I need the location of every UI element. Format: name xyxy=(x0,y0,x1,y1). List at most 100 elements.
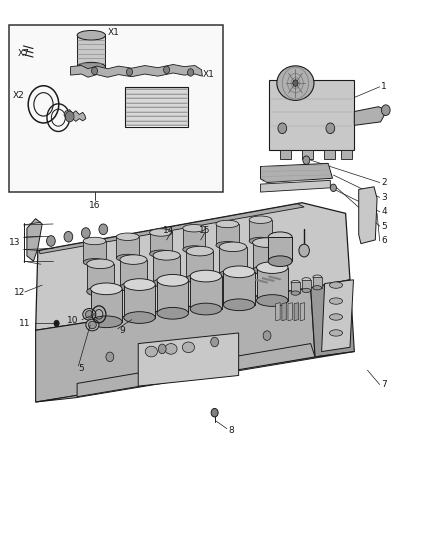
Circle shape xyxy=(293,80,298,86)
Text: 12: 12 xyxy=(14,287,25,296)
Polygon shape xyxy=(219,247,247,274)
Polygon shape xyxy=(302,150,313,159)
Polygon shape xyxy=(354,107,387,125)
Text: X1: X1 xyxy=(203,70,215,78)
Ellipse shape xyxy=(124,279,155,290)
Polygon shape xyxy=(183,228,205,249)
Polygon shape xyxy=(35,352,354,402)
Ellipse shape xyxy=(157,308,188,319)
Circle shape xyxy=(81,228,90,238)
Bar xyxy=(125,87,188,127)
Polygon shape xyxy=(157,280,188,313)
Ellipse shape xyxy=(268,232,292,243)
Text: 15: 15 xyxy=(198,226,210,235)
Polygon shape xyxy=(124,285,155,318)
Polygon shape xyxy=(120,260,147,287)
Polygon shape xyxy=(39,204,304,254)
Circle shape xyxy=(127,68,133,76)
Text: 4: 4 xyxy=(381,207,387,216)
Polygon shape xyxy=(257,268,288,301)
Circle shape xyxy=(46,236,55,246)
Polygon shape xyxy=(35,203,350,330)
Polygon shape xyxy=(186,251,213,279)
Polygon shape xyxy=(153,255,180,283)
Polygon shape xyxy=(268,237,292,261)
Ellipse shape xyxy=(190,303,222,315)
Bar xyxy=(10,25,223,192)
Polygon shape xyxy=(300,303,304,321)
Ellipse shape xyxy=(91,316,122,328)
Ellipse shape xyxy=(183,224,205,232)
Ellipse shape xyxy=(87,259,114,269)
Bar xyxy=(302,280,311,290)
Text: 1: 1 xyxy=(381,82,387,91)
Polygon shape xyxy=(83,241,106,262)
Text: 8: 8 xyxy=(229,426,234,435)
Ellipse shape xyxy=(86,319,99,331)
Ellipse shape xyxy=(313,286,321,290)
Circle shape xyxy=(99,224,108,235)
Ellipse shape xyxy=(83,309,96,320)
Ellipse shape xyxy=(329,298,343,304)
Ellipse shape xyxy=(186,246,213,256)
Ellipse shape xyxy=(329,330,343,336)
Ellipse shape xyxy=(145,346,157,357)
Circle shape xyxy=(381,105,390,116)
Ellipse shape xyxy=(183,246,205,253)
Ellipse shape xyxy=(249,237,272,245)
Polygon shape xyxy=(77,35,106,67)
Ellipse shape xyxy=(153,251,180,260)
Ellipse shape xyxy=(219,242,247,252)
Ellipse shape xyxy=(249,216,272,223)
Bar xyxy=(313,277,321,288)
Ellipse shape xyxy=(257,295,288,306)
Polygon shape xyxy=(321,280,353,352)
Ellipse shape xyxy=(223,266,255,278)
Circle shape xyxy=(187,69,194,76)
Ellipse shape xyxy=(302,278,311,282)
Ellipse shape xyxy=(150,250,172,257)
Ellipse shape xyxy=(329,314,343,320)
Ellipse shape xyxy=(257,262,288,273)
Polygon shape xyxy=(27,219,42,261)
Text: X7: X7 xyxy=(17,49,29,58)
Ellipse shape xyxy=(88,321,96,329)
Ellipse shape xyxy=(117,254,139,262)
Bar xyxy=(291,282,300,293)
Circle shape xyxy=(106,352,114,362)
Ellipse shape xyxy=(253,238,280,247)
Ellipse shape xyxy=(150,229,172,236)
Ellipse shape xyxy=(85,311,93,318)
Ellipse shape xyxy=(219,270,247,279)
Ellipse shape xyxy=(165,344,177,354)
Text: X1: X1 xyxy=(108,28,120,37)
Polygon shape xyxy=(223,272,255,305)
Polygon shape xyxy=(288,303,292,321)
Circle shape xyxy=(211,337,219,347)
Ellipse shape xyxy=(124,312,155,324)
Polygon shape xyxy=(77,344,315,397)
Ellipse shape xyxy=(216,220,239,228)
Polygon shape xyxy=(341,150,352,159)
Polygon shape xyxy=(261,164,332,182)
Text: 10: 10 xyxy=(67,316,78,325)
Circle shape xyxy=(278,123,287,134)
Polygon shape xyxy=(64,110,86,122)
Circle shape xyxy=(330,184,336,191)
Ellipse shape xyxy=(291,280,300,285)
Ellipse shape xyxy=(83,259,106,266)
Ellipse shape xyxy=(223,299,255,311)
Ellipse shape xyxy=(277,66,314,100)
Ellipse shape xyxy=(190,270,222,282)
Ellipse shape xyxy=(77,30,106,40)
Ellipse shape xyxy=(87,287,114,296)
Polygon shape xyxy=(282,303,286,321)
Circle shape xyxy=(303,156,310,165)
Circle shape xyxy=(211,408,218,417)
Ellipse shape xyxy=(120,282,147,292)
Polygon shape xyxy=(71,64,202,77)
Polygon shape xyxy=(253,243,280,270)
Ellipse shape xyxy=(120,255,147,264)
Circle shape xyxy=(158,344,166,354)
Ellipse shape xyxy=(253,265,280,275)
